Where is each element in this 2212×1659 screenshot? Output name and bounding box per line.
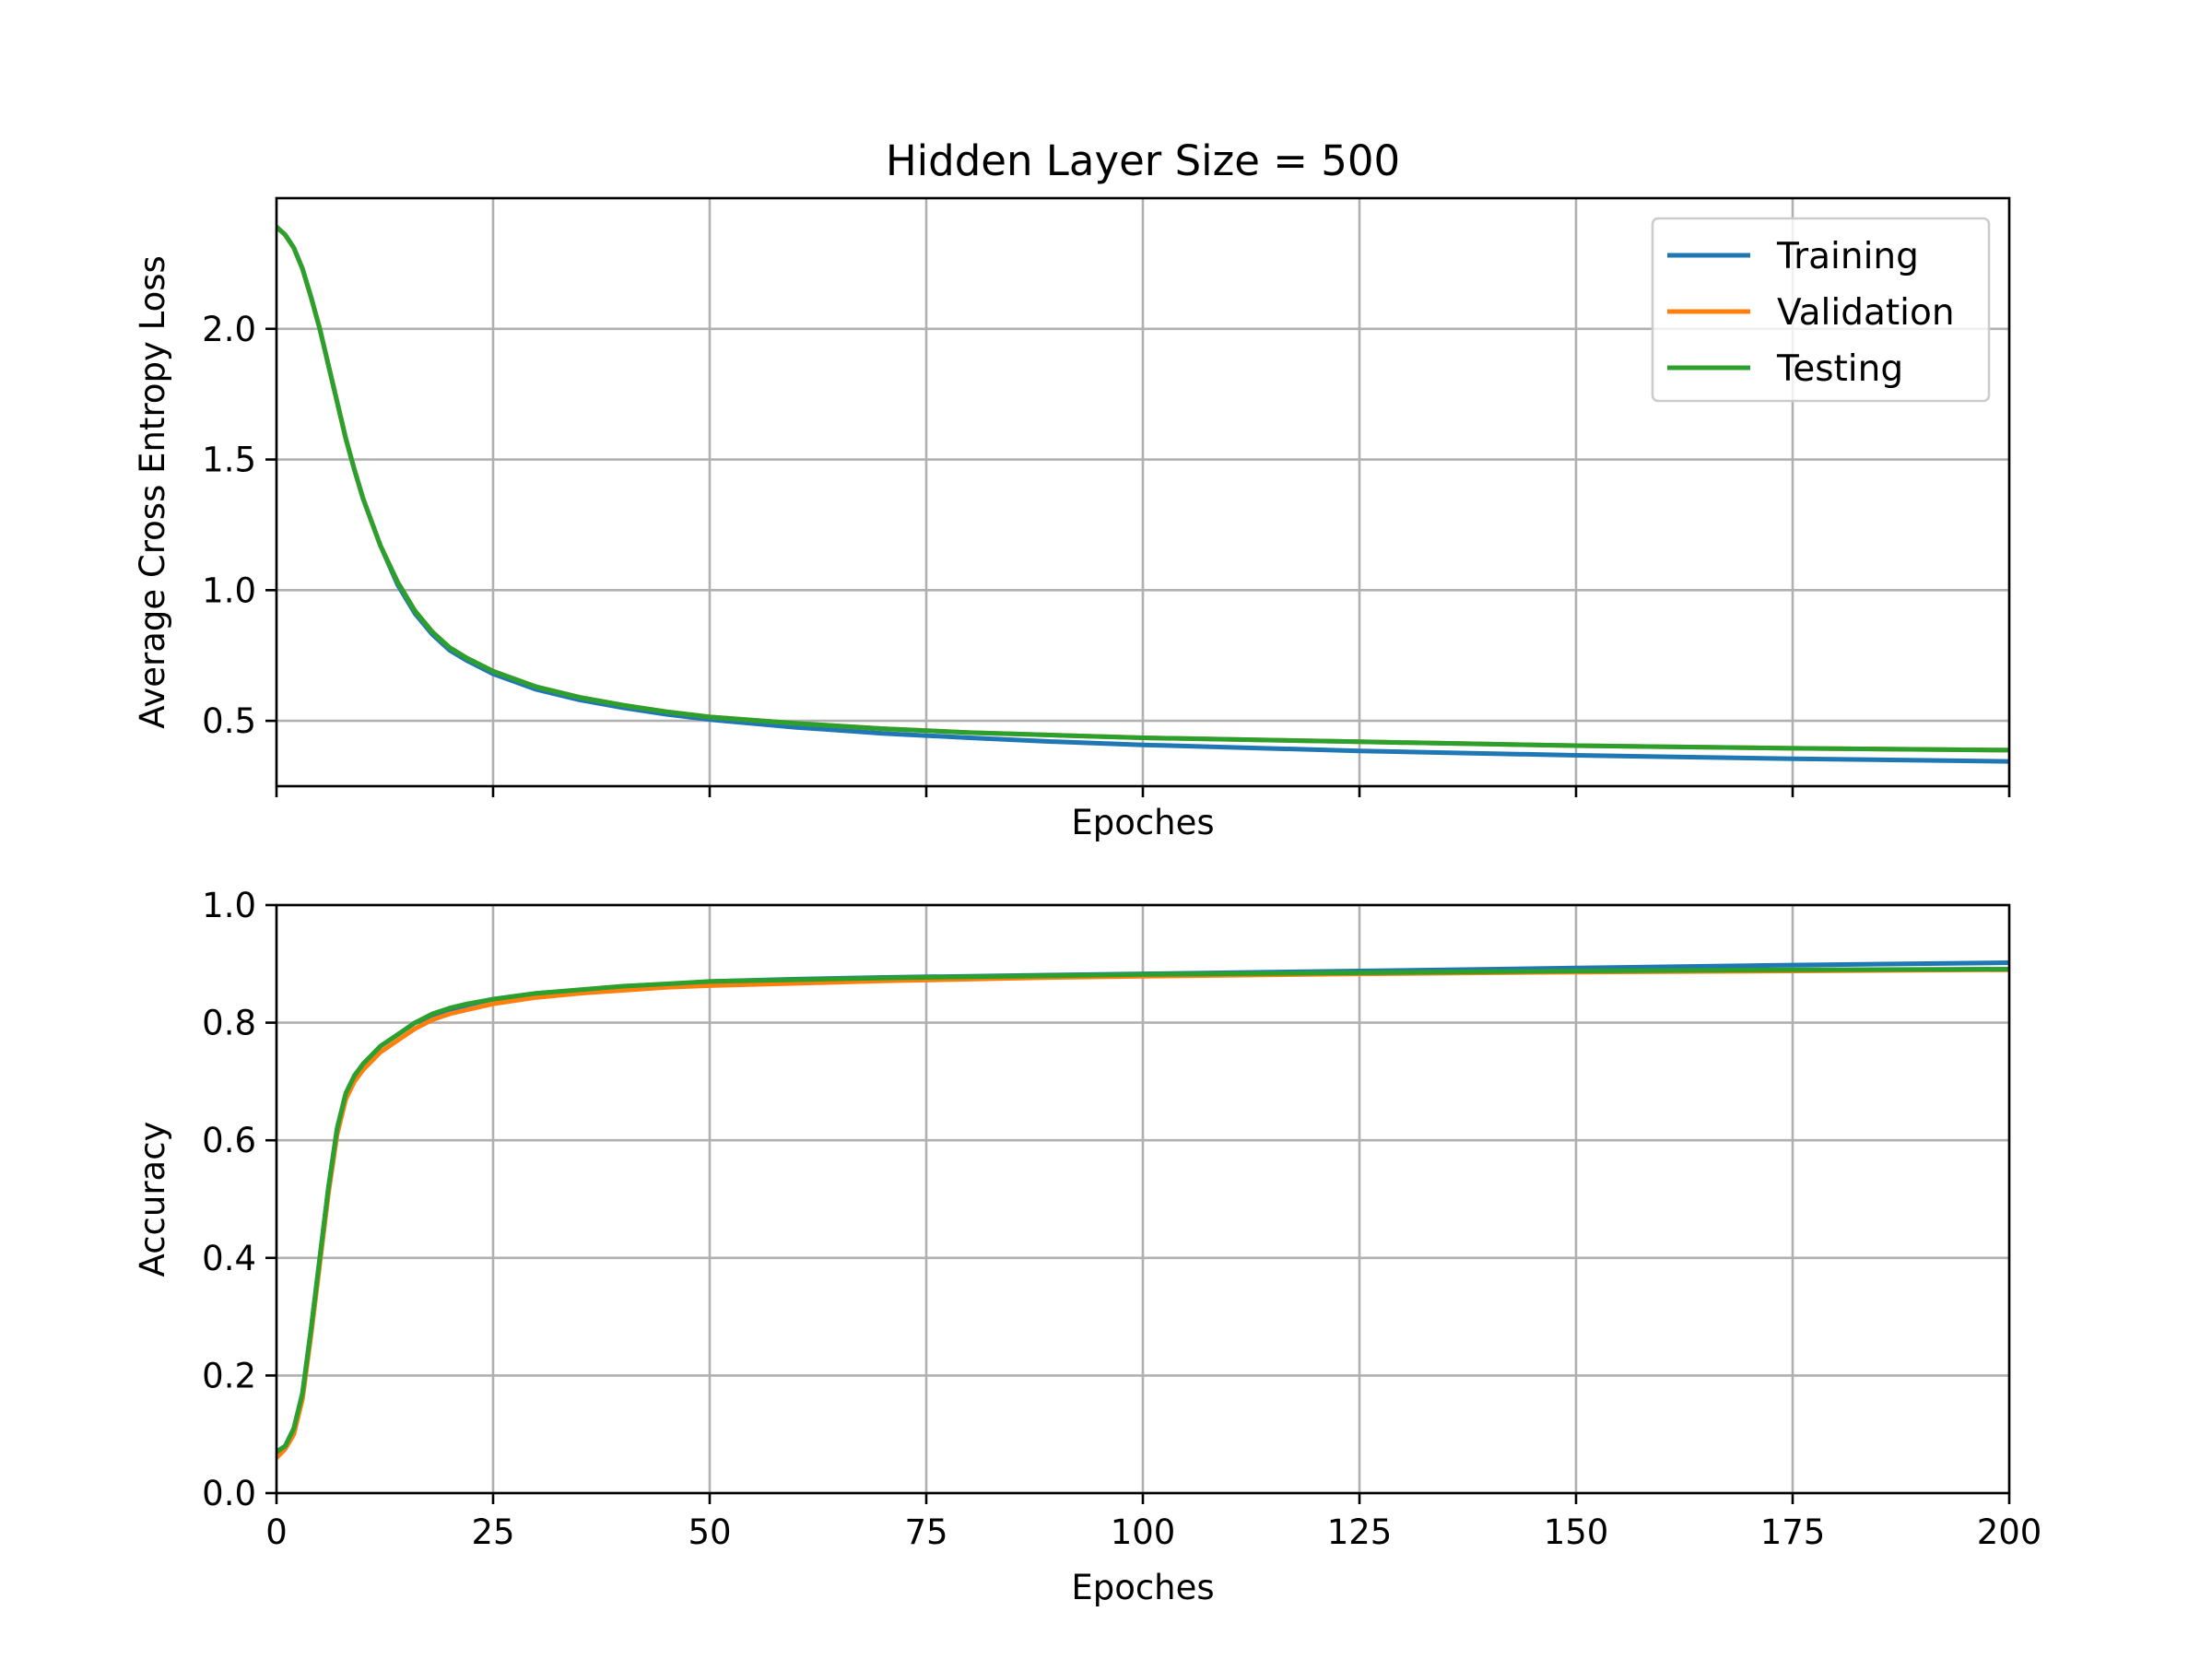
y-axis-label: Average Cross Entropy Loss [133,255,172,729]
x-tick-label: 150 [1544,1512,1609,1552]
legend-label-training: Training [1776,236,1919,277]
y-tick-label: 1.5 [202,441,256,480]
y-tick-label: 2.0 [202,310,256,349]
x-tick-label: 75 [904,1512,947,1552]
y-tick-label: 0.4 [202,1239,256,1278]
chart-title: Hidden Layer Size = 500 [886,136,1400,185]
y-tick-label: 0.2 [202,1356,256,1395]
x-tick-label: 175 [1760,1512,1826,1552]
x-tick-label: 25 [471,1512,514,1552]
x-axis-label: Epoches [1071,803,1214,842]
y-tick-label: 0.6 [202,1121,256,1160]
x-tick-label: 50 [688,1512,731,1552]
y-tick-label: 0.5 [202,701,256,741]
legend-box [1651,217,1991,403]
y-tick-label: 1.0 [202,571,256,610]
x-axis-label: Epoches [1071,1568,1214,1607]
legend-label-validation: Validation [1777,292,1955,334]
x-tick-label: 125 [1327,1512,1393,1552]
x-tick-label: 200 [1977,1512,2042,1552]
y-tick-label: 0.8 [202,1004,256,1043]
legend: Training Validation Testing [1651,217,1991,403]
chart-panel-2: 0 25 50 75 100 125 150 175 200 0.0 0.2 0.4 0.6 0.8 1.0… [133,886,2041,1607]
y-axis-label: Accuracy [133,1122,172,1277]
x-tick-label: 0 [265,1512,288,1552]
legend-label-testing: Testing [1776,348,1903,390]
x-tick-label: 100 [1111,1512,1176,1552]
series-line-testing [276,223,2009,753]
chart-panel-1: 0.5 1.0 1.5 2.0 Epoches Average Cross Entropy… [133,136,2011,842]
series-line-testing [276,966,2009,1455]
y-tick-label: 0.0 [202,1474,256,1513]
y-tick-label: 1.0 [202,886,256,925]
